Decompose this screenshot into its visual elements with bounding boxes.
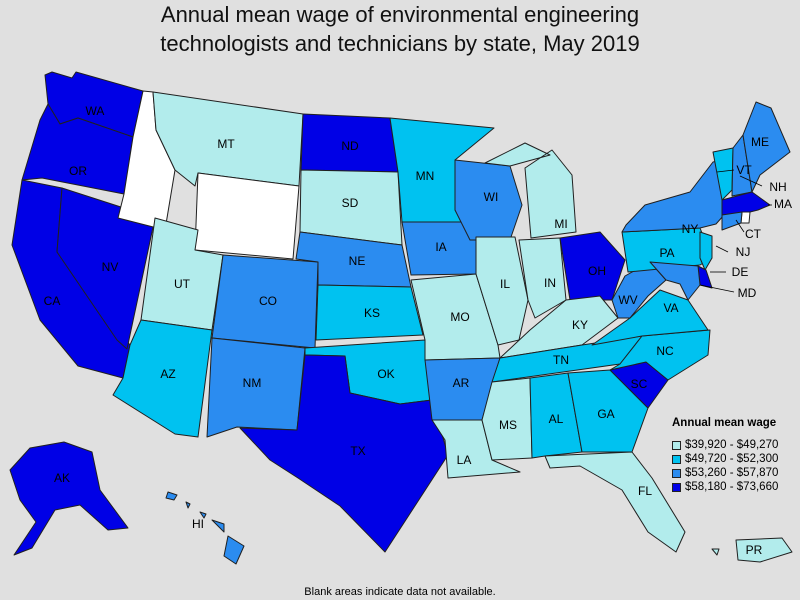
legend-swatch [672,468,681,478]
legend-label: $39,920 - $49,270 [685,439,779,451]
legend-swatch [672,454,681,464]
state-label-ak: AK [54,471,70,485]
state-mi [484,142,577,239]
state-nj [699,231,713,271]
state-label-nv: NV [102,260,119,274]
state-label-az: AZ [160,367,175,381]
state-label-wv: WV [618,293,637,307]
state-label-oh: OH [588,264,606,278]
state-label-la: LA [457,453,472,467]
state-label-il: IL [500,277,510,291]
state-label-nh: NH [769,180,786,194]
state-label-or: OR [69,164,87,178]
legend-item: $49,720 - $52,300 [672,452,798,466]
state-label-ne: NE [349,254,366,268]
state-label-ar: AR [453,376,470,390]
state-label-wa: WA [86,104,105,118]
state-label-sd: SD [342,196,359,210]
state-label-nm: NM [243,376,262,390]
state-label-mo: MO [450,310,469,324]
state-label-sc: SC [631,377,648,391]
state-oh [559,231,626,301]
state-label-mt: MT [217,137,235,151]
state-label-tn: TN [553,353,569,367]
state-pr [711,537,793,563]
legend-title: Annual mean wage [672,417,777,429]
legend-item: $58,180 - $73,660 [672,480,798,494]
state-label-mn: MN [416,169,435,183]
legend-label: $53,260 - $57,870 [685,467,779,479]
state-label-fl: FL [638,484,652,498]
state-label-nd: ND [341,139,359,153]
state-label-va: VA [663,301,678,315]
map-title-line-1: Annual mean wage of environmental engine… [160,2,640,27]
state-ms [481,377,533,461]
state-label-wi: WI [484,190,499,204]
state-label-nj: NJ [736,245,751,259]
state-ga [567,369,649,453]
map-title-line-2: technologists and technicians by state, … [160,31,640,56]
state-label-in: IN [544,276,556,290]
state-wv [611,261,667,319]
state-az [112,319,213,438]
legend-swatch [672,482,681,492]
legend-label: $58,180 - $73,660 [685,481,779,493]
state-label-ky: KY [572,318,588,332]
legend-swatch [672,440,681,450]
state-label-ga: GA [597,407,614,421]
state-tx [239,354,449,553]
state-ct [721,211,743,231]
state-al [529,372,583,459]
state-label-me: ME [751,135,769,149]
state-ks [315,284,424,341]
state-ak [9,441,129,556]
state-label-vt: VT [736,163,752,177]
state-wy [194,172,300,260]
state-fl [544,451,686,553]
state-label-pr: PR [746,543,763,557]
footnote: Blank areas indicate data not available. [304,586,496,598]
state-label-ut: UT [174,277,191,291]
state-md [649,261,701,301]
state-ny [621,159,725,233]
state-label-al: AL [549,412,564,426]
state-label-ct: CT [745,227,762,241]
state-label-pa: PA [659,246,674,260]
state-in [518,237,567,319]
legend-label: $49,720 - $52,300 [685,453,779,465]
state-label-ks: KS [364,306,380,320]
state-label-hi: HI [192,517,204,531]
state-hi [165,491,245,565]
state-label-nc: NC [656,344,674,358]
state-label-ma: MA [774,197,792,211]
state-label-ok: OK [377,367,394,381]
legend: Annual mean wage $39,920 - $49,270 $49,7… [672,417,798,494]
state-label-tx: TX [350,444,365,458]
state-label-ca: CA [44,294,61,308]
state-label-md: MD [738,286,757,300]
state-label-mi: MI [554,217,567,231]
state-label-co: CO [259,294,277,308]
label-leader-lines [699,169,772,293]
state-label-ms: MS [499,418,517,432]
legend-item: $53,260 - $57,870 [672,466,798,480]
map-title: Annual mean wage of environmental engine… [0,0,800,58]
legend-item: $39,920 - $49,270 [672,438,798,452]
state-label-de: DE [732,265,749,279]
state-label-ia: IA [435,240,446,254]
state-label-ny: NY [682,222,699,236]
